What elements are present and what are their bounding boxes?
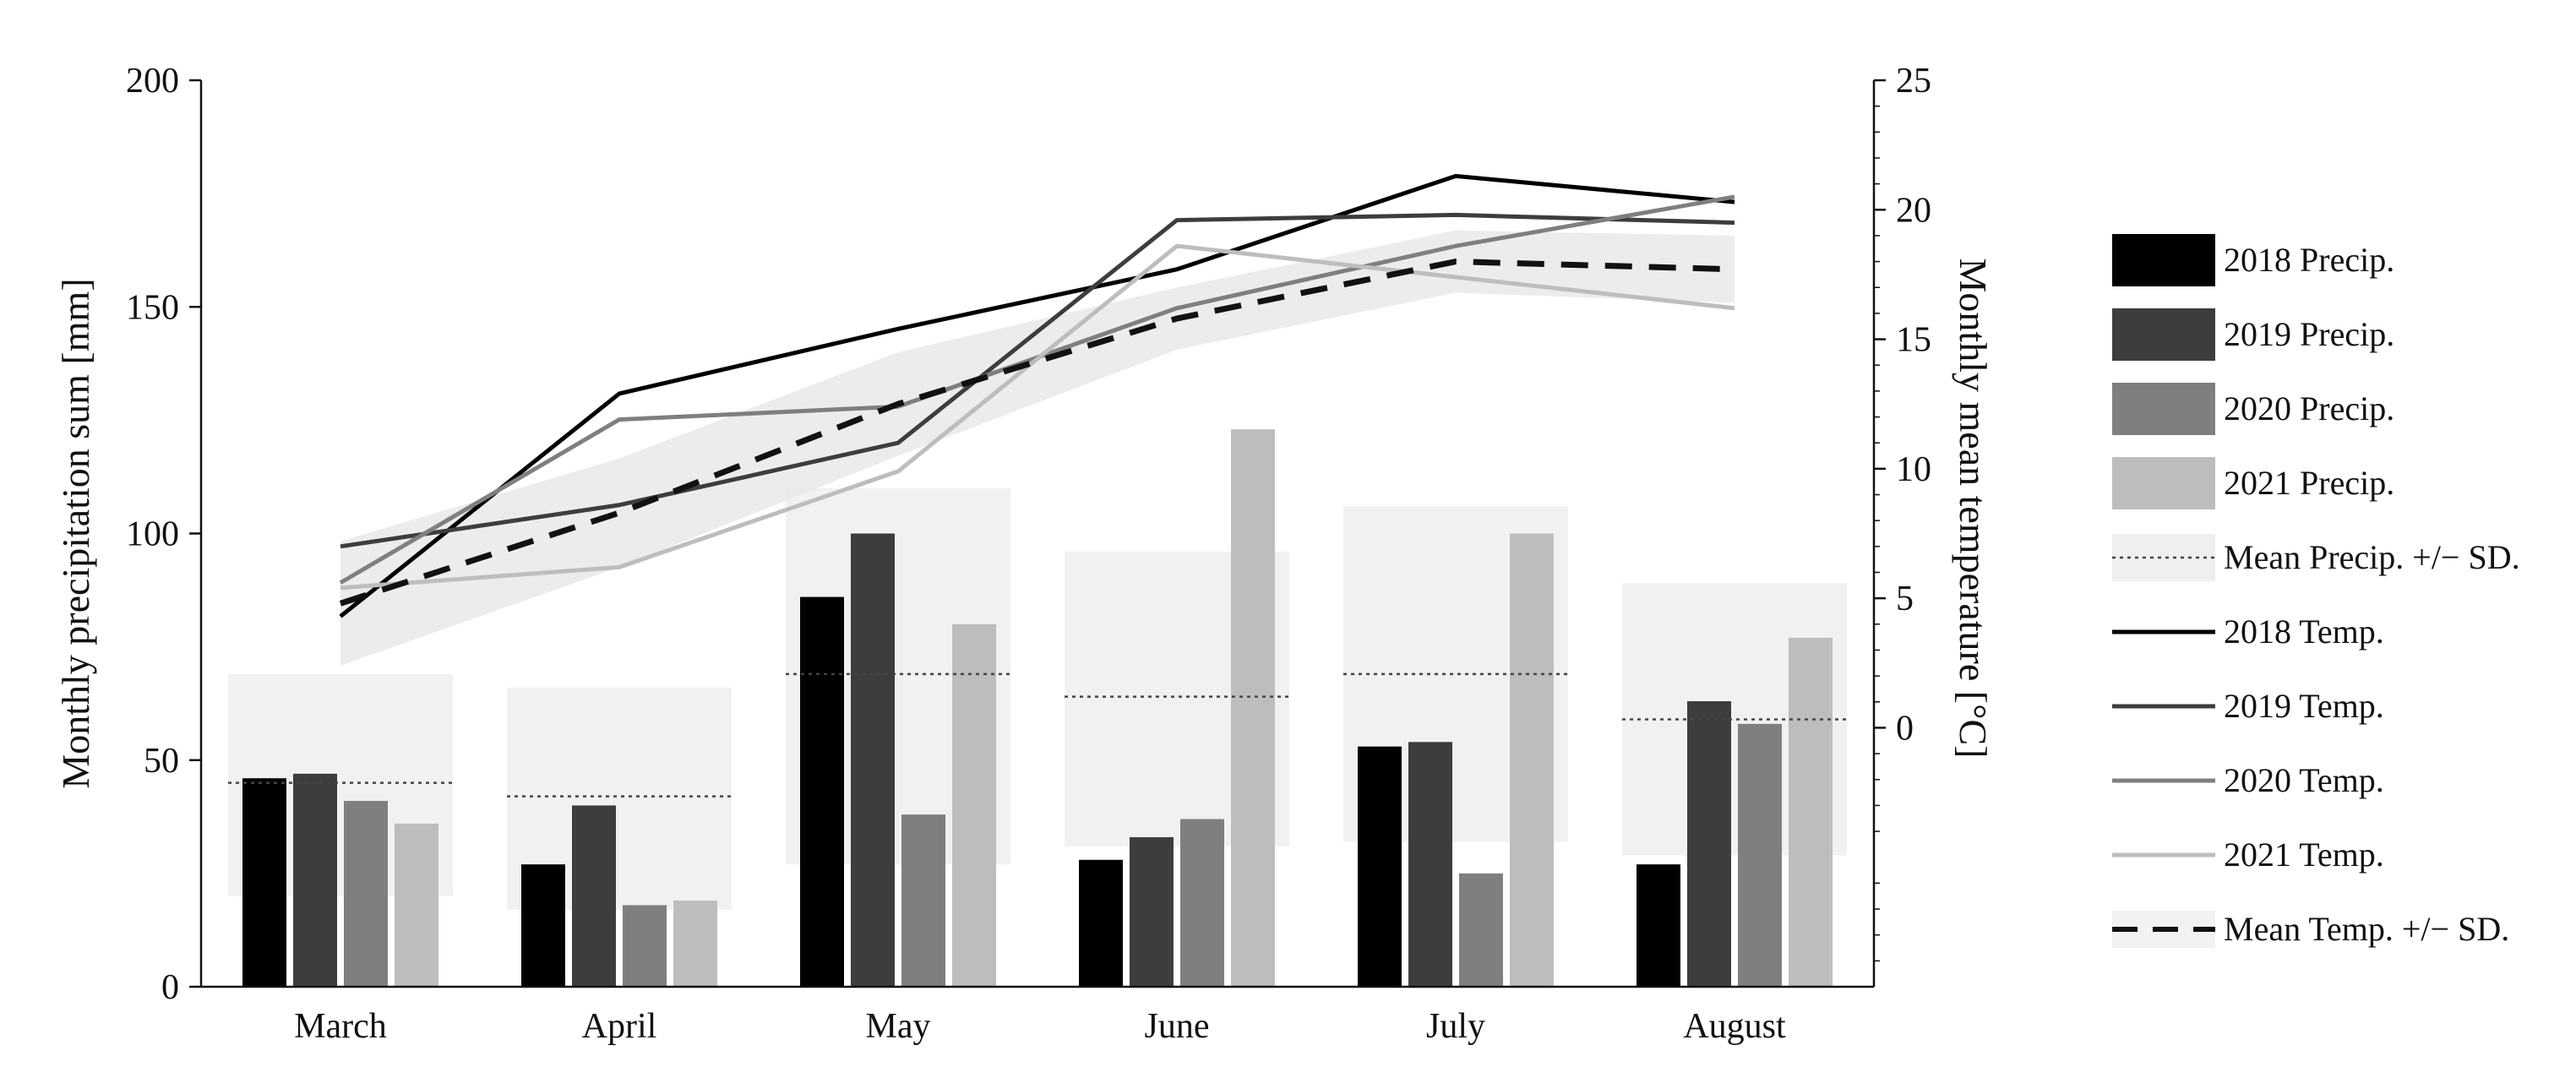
- bar-2018-march: [242, 778, 286, 987]
- bar-2020-july: [1459, 873, 1503, 987]
- bar-2018-august: [1637, 864, 1680, 987]
- bar-2021-march: [395, 823, 438, 987]
- bar-2021-june: [1231, 429, 1275, 988]
- bar-2020-august: [1738, 723, 1782, 987]
- temp-lines: [339, 173, 1735, 618]
- temp-sd-band: [340, 230, 1735, 666]
- bar-2020-may: [901, 814, 945, 987]
- right-tick-label: 20: [1896, 191, 1931, 230]
- legend-swatch: [2112, 308, 2215, 361]
- bar-2019-april: [572, 805, 616, 987]
- legend-item: Mean Temp. +/− SD.: [2112, 910, 2509, 948]
- precip-bars: [242, 429, 1833, 988]
- x-tick-label: June: [1145, 1007, 1210, 1046]
- bar-2020-june: [1180, 819, 1224, 987]
- legend-swatch: [2112, 457, 2215, 509]
- legend-item: 2020 Precip.: [2112, 383, 2394, 435]
- precip-mean-lines: [228, 672, 1847, 798]
- legend-item: 2019 Precip.: [2112, 308, 2394, 361]
- bar-2018-april: [521, 864, 565, 987]
- legend-label: 2021 Precip.: [2224, 464, 2394, 502]
- left-tick-label: 200: [126, 62, 179, 101]
- temp-line-2019: [340, 212, 1735, 549]
- bar-2021-july: [1510, 533, 1554, 987]
- bar-2021-may: [952, 623, 996, 987]
- temp-line-2021: [340, 243, 1735, 591]
- legend-label: Mean Precip. +/− SD.: [2224, 538, 2520, 576]
- legend-swatch: [2112, 234, 2215, 286]
- right-tick-label: 15: [1896, 321, 1931, 360]
- legend-item: 2018 Precip.: [2112, 234, 2394, 286]
- legend-label: 2018 Precip.: [2224, 241, 2394, 279]
- legend-label: Mean Temp. +/− SD.: [2224, 910, 2509, 948]
- legend-label: 2019 Temp.: [2224, 687, 2384, 725]
- bar-2021-april: [673, 901, 717, 987]
- bar-2019-august: [1687, 701, 1731, 987]
- bar-2019-july: [1408, 742, 1452, 987]
- legend-item: Mean Precip. +/− SD.: [2112, 534, 2520, 581]
- bar-2018-june: [1079, 859, 1123, 987]
- left-tick-label: 0: [161, 968, 179, 1007]
- x-tick-label: July: [1426, 1007, 1485, 1046]
- legend-label: 2019 Precip.: [2224, 315, 2394, 353]
- bar-2019-june: [1130, 836, 1174, 987]
- right-tick-label: 0: [1896, 709, 1914, 748]
- x-tick-label: May: [866, 1007, 931, 1046]
- legend-label: 2021 Temp.: [2224, 836, 2384, 874]
- x-tick-label: August: [1683, 1007, 1786, 1046]
- left-axis-title: Monthly precipitation sum [mm]: [54, 278, 97, 788]
- bar-2021-august: [1789, 637, 1833, 987]
- bar-2019-may: [851, 533, 895, 987]
- bar-2020-april: [623, 905, 667, 987]
- legend-label: 2020 Precip.: [2224, 389, 2394, 427]
- temp-mean-line: [339, 259, 1735, 607]
- bar-2019-march: [293, 773, 337, 987]
- legend-item: 2021 Temp.: [2112, 836, 2384, 874]
- temp-line-2018: [339, 173, 1735, 618]
- legend-swatch: [2112, 383, 2215, 435]
- x-tick-label: April: [582, 1007, 657, 1046]
- right-axis-title: Monthly mean temperature [°C]: [1952, 259, 1995, 759]
- bar-2020-march: [344, 801, 388, 987]
- right-tick-label: 5: [1896, 580, 1914, 618]
- left-tick-label: 150: [126, 288, 179, 327]
- legend-item: 2021 Precip.: [2112, 457, 2394, 509]
- temp-sd-band-area: [340, 230, 1735, 666]
- bar-2018-july: [1358, 746, 1402, 987]
- axis-ticks: 0 50 100 150 200 0 5 10 15 20 25 March April May June J…: [126, 62, 1931, 1046]
- legend: 2018 Precip. 2019 Precip. 2020 Precip. 2021…: [2112, 234, 2520, 948]
- right-tick-label: 25: [1896, 62, 1931, 101]
- legend-item: 2019 Temp.: [2112, 687, 2384, 725]
- legend-label: 2018 Temp.: [2224, 612, 2384, 651]
- legend-item: 2018 Temp.: [2112, 612, 2384, 651]
- left-tick-label: 50: [144, 742, 179, 781]
- x-tick-label: March: [294, 1007, 387, 1046]
- legend-label: 2020 Temp.: [2224, 761, 2384, 799]
- right-tick-label: 10: [1896, 450, 1931, 489]
- bar-2018-may: [800, 596, 844, 987]
- left-tick-label: 100: [126, 515, 179, 554]
- legend-item: 2020 Temp.: [2112, 761, 2384, 799]
